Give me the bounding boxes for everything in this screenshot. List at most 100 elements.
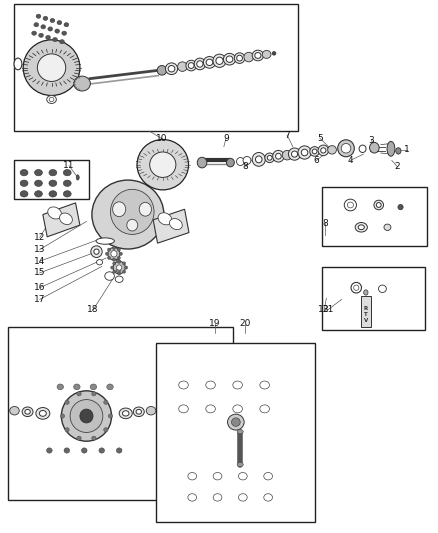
Ellipse shape <box>259 381 269 389</box>
Ellipse shape <box>49 180 57 187</box>
Ellipse shape <box>238 472 247 480</box>
Ellipse shape <box>112 246 115 249</box>
Text: R
T
V: R T V <box>363 306 367 322</box>
Ellipse shape <box>61 391 111 441</box>
Ellipse shape <box>350 282 360 293</box>
Ellipse shape <box>194 58 205 70</box>
Ellipse shape <box>116 260 120 263</box>
Ellipse shape <box>92 436 96 440</box>
Ellipse shape <box>127 219 138 231</box>
Bar <box>8 327 232 500</box>
Text: 14: 14 <box>34 257 46 265</box>
Ellipse shape <box>91 246 102 257</box>
Ellipse shape <box>157 66 166 75</box>
Ellipse shape <box>244 52 253 62</box>
Ellipse shape <box>60 414 64 418</box>
Polygon shape <box>153 209 188 243</box>
Ellipse shape <box>20 169 28 176</box>
Ellipse shape <box>113 270 116 273</box>
Ellipse shape <box>34 22 39 27</box>
Ellipse shape <box>76 175 79 180</box>
Ellipse shape <box>77 436 81 440</box>
Ellipse shape <box>137 140 188 190</box>
Ellipse shape <box>20 180 28 187</box>
Ellipse shape <box>297 146 311 159</box>
Ellipse shape <box>232 405 242 413</box>
Polygon shape <box>43 203 80 237</box>
Ellipse shape <box>264 153 274 163</box>
Ellipse shape <box>357 225 364 230</box>
Ellipse shape <box>112 258 115 261</box>
Ellipse shape <box>119 252 122 255</box>
Ellipse shape <box>187 494 196 501</box>
Ellipse shape <box>105 252 108 255</box>
Ellipse shape <box>227 414 244 430</box>
Ellipse shape <box>113 202 125 216</box>
Ellipse shape <box>110 189 154 235</box>
Ellipse shape <box>117 256 120 260</box>
Ellipse shape <box>39 33 43 37</box>
Ellipse shape <box>57 384 64 390</box>
Ellipse shape <box>23 40 80 95</box>
Ellipse shape <box>375 203 380 207</box>
Ellipse shape <box>358 145 365 152</box>
Ellipse shape <box>337 140 353 157</box>
Ellipse shape <box>187 472 196 480</box>
Ellipse shape <box>373 200 383 210</box>
Ellipse shape <box>63 191 71 197</box>
Ellipse shape <box>252 50 263 61</box>
Ellipse shape <box>46 35 50 39</box>
Ellipse shape <box>37 54 66 82</box>
Ellipse shape <box>378 285 385 293</box>
Ellipse shape <box>43 16 48 20</box>
Ellipse shape <box>55 29 60 33</box>
Ellipse shape <box>205 381 215 389</box>
Ellipse shape <box>236 55 242 61</box>
Ellipse shape <box>113 262 116 265</box>
Text: 8: 8 <box>242 163 248 171</box>
Ellipse shape <box>178 405 188 413</box>
Ellipse shape <box>36 408 49 419</box>
Ellipse shape <box>165 63 177 75</box>
Ellipse shape <box>386 141 394 156</box>
Ellipse shape <box>49 98 54 102</box>
Text: 13: 13 <box>34 245 46 254</box>
Ellipse shape <box>49 191 57 197</box>
Ellipse shape <box>47 95 56 103</box>
Text: 12: 12 <box>34 233 46 242</box>
Text: 20: 20 <box>239 319 250 328</box>
Ellipse shape <box>60 39 64 44</box>
Ellipse shape <box>272 150 283 162</box>
Ellipse shape <box>65 427 69 432</box>
Ellipse shape <box>185 60 196 71</box>
Ellipse shape <box>320 148 325 153</box>
Ellipse shape <box>46 448 52 453</box>
Ellipse shape <box>237 430 243 434</box>
Ellipse shape <box>113 261 125 274</box>
Ellipse shape <box>116 269 120 272</box>
Ellipse shape <box>261 51 270 59</box>
Ellipse shape <box>354 222 367 232</box>
Text: 10: 10 <box>156 134 167 143</box>
Ellipse shape <box>115 276 123 282</box>
Ellipse shape <box>62 31 67 35</box>
Ellipse shape <box>105 272 114 280</box>
Bar <box>156 343 315 522</box>
Text: 6: 6 <box>313 156 318 165</box>
Ellipse shape <box>111 251 117 257</box>
Ellipse shape <box>119 408 132 419</box>
Ellipse shape <box>291 151 297 157</box>
Ellipse shape <box>39 410 46 416</box>
Ellipse shape <box>94 249 99 254</box>
Ellipse shape <box>243 157 251 165</box>
Ellipse shape <box>226 158 234 167</box>
Ellipse shape <box>205 405 215 413</box>
Ellipse shape <box>122 411 129 416</box>
Ellipse shape <box>223 53 235 65</box>
Text: 5: 5 <box>316 134 322 143</box>
Ellipse shape <box>35 191 42 197</box>
Ellipse shape <box>232 381 242 389</box>
Ellipse shape <box>106 384 113 390</box>
Ellipse shape <box>35 169 42 176</box>
Bar <box>14 4 297 131</box>
